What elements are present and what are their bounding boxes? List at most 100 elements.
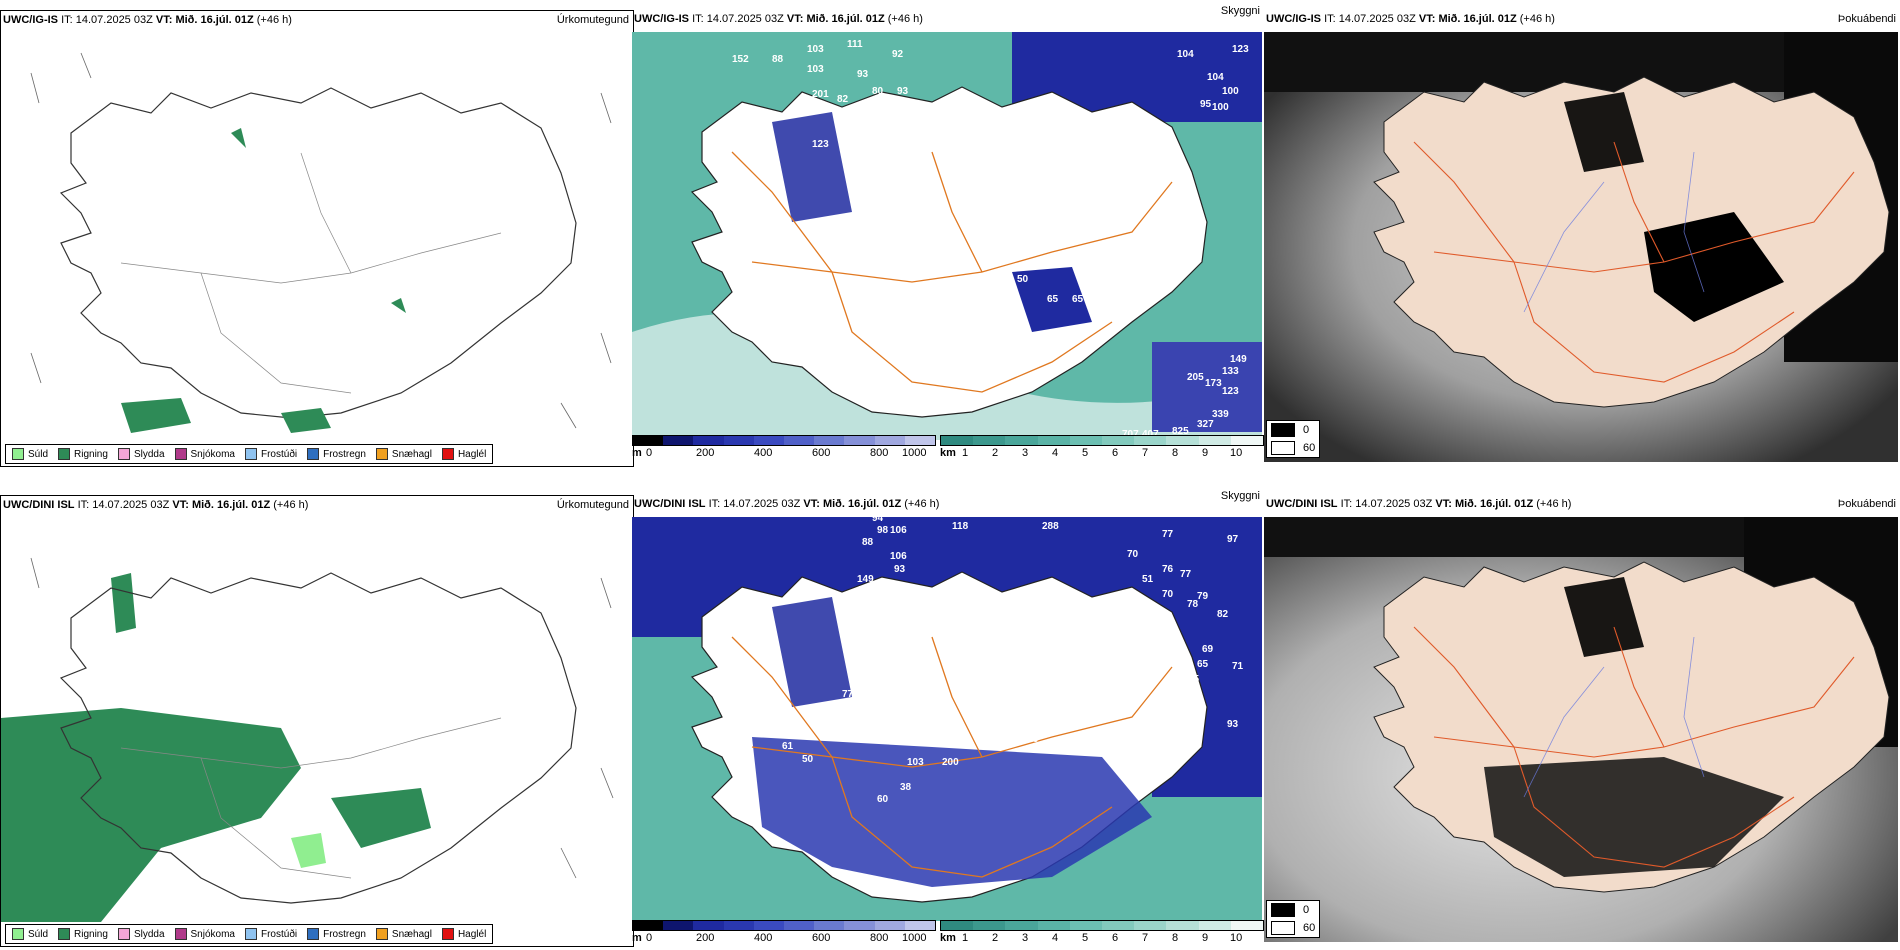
cloud-value: 67 xyxy=(1037,699,1049,710)
cloud-value: 200 xyxy=(942,757,959,768)
lead-time: (+46 h) xyxy=(256,14,292,26)
scale-tick: 3 xyxy=(1022,447,1029,459)
legend-item: Rigning xyxy=(58,928,108,940)
model-name: UWC/DINI ISL xyxy=(634,498,706,510)
cloud-panel-top: UWC/IG-IS IT: 14.07.2025 03Z VT: Mið. 16… xyxy=(632,5,1264,465)
legend-item: Haglél xyxy=(441,448,486,460)
legend-item: Slydda xyxy=(117,928,165,940)
panel-header: UWC/DINI ISL IT: 14.07.2025 03Z VT: Mið.… xyxy=(3,496,308,514)
vt-label: VT: xyxy=(155,14,173,26)
scale-tick: 4 xyxy=(1052,932,1059,944)
cloud-value: 38 xyxy=(900,782,912,793)
row-2: UWC/DINI ISL IT: 14.07.2025 03Z VT: Mið.… xyxy=(0,490,1900,950)
fog-legend-item: 0 xyxy=(1267,421,1319,439)
vt-label: VT: xyxy=(786,13,804,25)
vt-value: Mið. 16.júl. 01Z xyxy=(1454,498,1534,510)
scale-tick: 0 xyxy=(646,932,653,944)
cloud-value: 152 xyxy=(732,54,749,65)
it-value: 14.07.2025 03Z xyxy=(706,13,784,25)
cloud-value: 103 xyxy=(807,64,824,75)
legend-item: Súld xyxy=(12,448,48,460)
vt-value: Mið. 16.júl. 01Z xyxy=(806,13,885,25)
cloud-value: 707 xyxy=(1122,429,1139,440)
cloud-labels: 152 88 103 111 92 104 123 103 93 104 201… xyxy=(732,39,1249,440)
scale-tick: 800 xyxy=(870,447,889,459)
roads xyxy=(120,152,502,394)
scale-unit-km: km xyxy=(940,932,956,944)
cloud-value: 825 xyxy=(1172,426,1189,437)
cloud-value: 51 xyxy=(1142,574,1154,585)
panel-title: Skyggni xyxy=(1220,5,1260,17)
lead-time: (+46 h) xyxy=(1536,498,1572,510)
cloud-map: 152 88 103 111 92 104 123 103 93 104 201… xyxy=(632,32,1262,440)
cloud-value: 55 xyxy=(1188,674,1200,685)
scale-tick: 0 xyxy=(646,447,653,459)
cloud-value: 95 xyxy=(1200,99,1212,110)
scale-unit-km: km xyxy=(940,447,956,459)
cloud-value: 100 xyxy=(1212,102,1229,113)
cloud-value: 93 xyxy=(857,69,869,80)
cloud-value: 83 xyxy=(842,109,854,120)
scale-unit-m: m xyxy=(632,447,642,459)
scale-tick: 7 xyxy=(1142,932,1149,944)
legend-item: Slydda xyxy=(117,448,165,460)
scale-tick: 4 xyxy=(1052,447,1059,459)
precip-legend: Súld Rigning Slydda Snjókoma Frostúði Fr… xyxy=(5,444,494,464)
cloud-value: 104 xyxy=(1177,49,1194,60)
cloud-value: 88 xyxy=(772,54,784,65)
iceland-outline xyxy=(59,87,577,419)
cloud-value: 93 xyxy=(1227,719,1239,730)
cloud-value: 106 xyxy=(890,525,907,536)
vt-value: Mið. 16.júl. 01Z xyxy=(191,499,271,511)
scale-tick: 10 xyxy=(1230,932,1243,944)
vt-value: Mið. 16.júl. 01Z xyxy=(822,498,902,510)
cloud-value: 93 xyxy=(897,86,909,97)
fog-map xyxy=(1264,32,1898,462)
precip-panel-bottom: UWC/DINI ISL IT: 14.07.2025 03Z VT: Mið.… xyxy=(0,495,634,947)
it-value: 14.07.2025 03Z xyxy=(1338,13,1416,25)
it-label: IT: xyxy=(1324,13,1336,25)
cloud-value: 134 xyxy=(1072,699,1089,710)
cloud-value: 95 xyxy=(952,664,964,675)
legend-item: Haglél xyxy=(441,928,486,940)
lead-time: (+46 h) xyxy=(273,499,309,511)
cloud-value: 93 xyxy=(894,564,906,575)
scale-tick: 2 xyxy=(992,447,999,459)
cloud-value: 123 xyxy=(1232,44,1249,55)
fog-legend: 0 60 xyxy=(1266,900,1321,938)
it-value: 14.07.2025 03Z xyxy=(723,498,801,510)
cloud-value: 36 xyxy=(1027,734,1039,745)
cloud-value: 173 xyxy=(1205,378,1222,389)
vt-label: VT: xyxy=(172,499,189,511)
cloud-value: 56 xyxy=(877,599,889,610)
cloud-value: 100 xyxy=(1222,86,1239,97)
precip-map xyxy=(1,518,631,922)
cloud-value: 50 xyxy=(1017,274,1029,285)
fog-panel-top: UWC/IG-IS IT: 14.07.2025 03Z VT: Mið. 16… xyxy=(1264,10,1900,465)
scale-tick: 3 xyxy=(1022,932,1029,944)
legend-item: Snjókoma xyxy=(174,448,235,460)
it-value: 14.07.2025 03Z xyxy=(1355,498,1433,510)
cloud-value: 123 xyxy=(812,139,829,150)
panel-header: UWC/IG-IS IT: 14.07.2025 03Z VT: Mið. 16… xyxy=(1266,10,1555,28)
cloud-value: 77 xyxy=(842,689,854,700)
cloud-value: 70 xyxy=(1162,589,1174,600)
vt-label: VT: xyxy=(803,498,820,510)
cloud-value: 65 xyxy=(1197,659,1209,670)
vt-label: VT: xyxy=(1418,13,1436,25)
rain-areas xyxy=(121,128,406,433)
cloud-value: 69 xyxy=(1047,364,1059,375)
wind-barbs xyxy=(30,52,612,429)
scale-tick: 7 xyxy=(1142,447,1149,459)
cloud-scale-bar: m 0 200 400 600 800 1000 km 1 2 3 4 5 6 … xyxy=(632,435,1264,465)
scale-tick: 400 xyxy=(754,447,773,459)
cloud-labels: 94 98 106 118 288 77 97 88 106 93 76 77 … xyxy=(782,517,1244,805)
cloud-value: 118 xyxy=(952,521,969,532)
it-label: IT: xyxy=(61,14,73,26)
scale-tick: 8 xyxy=(1172,447,1179,459)
scale-tick: 200 xyxy=(696,932,715,944)
cloud-value: 76 xyxy=(1162,564,1174,575)
cloud-value: 103 xyxy=(807,44,824,55)
cloud-value: 103 xyxy=(907,757,924,768)
cloud-value: 78 xyxy=(1187,599,1199,610)
